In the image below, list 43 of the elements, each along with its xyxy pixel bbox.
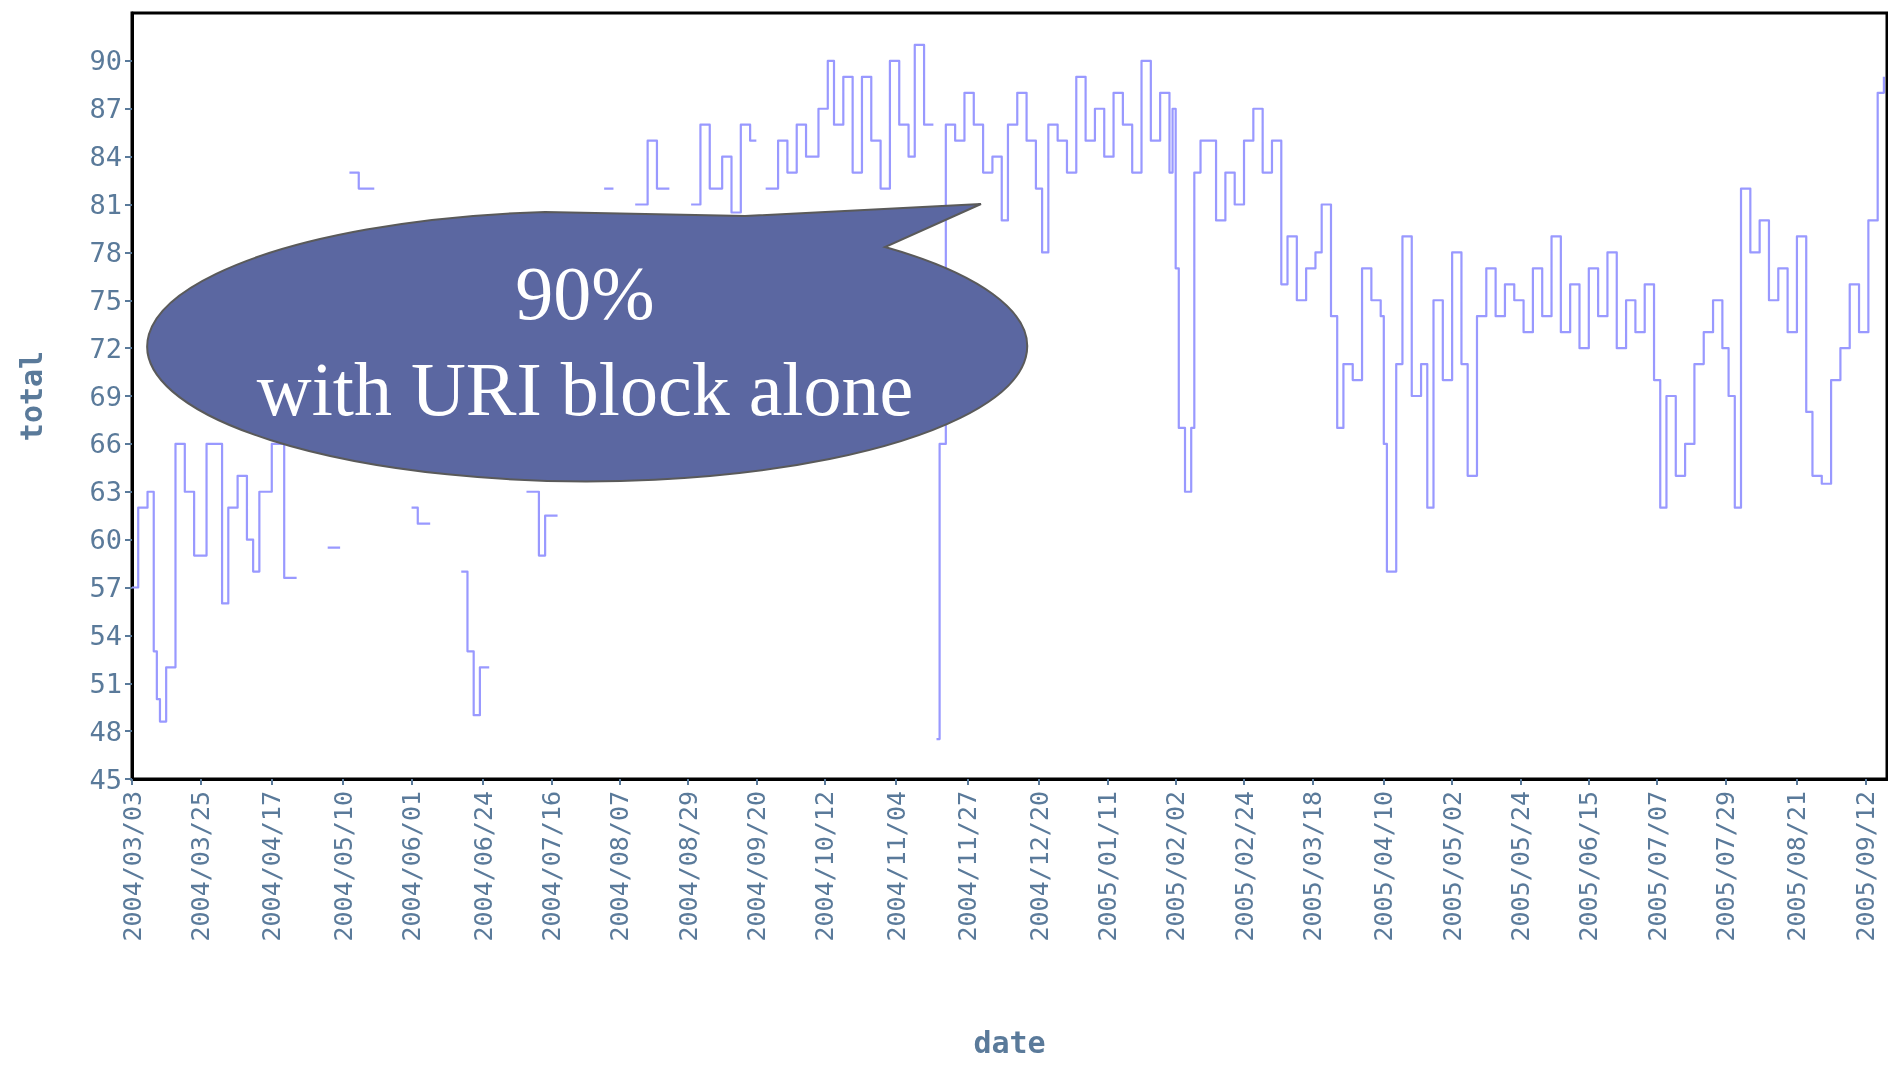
y-tick-label: 63 (89, 476, 122, 508)
y-tick-label: 48 (89, 715, 122, 747)
x-tick-label: 2005/07/07 (1642, 791, 1672, 942)
x-tick-label: 2005/02/02 (1161, 791, 1191, 942)
x-tick-label: 2004/10/12 (810, 791, 840, 942)
y-tick-label: 90 (89, 45, 122, 77)
y-tick-label: 87 (89, 93, 122, 125)
x-tick-label: 2005/09/12 (1850, 791, 1880, 942)
x-tick-label: 2004/09/20 (741, 791, 771, 942)
x-tick-label: 2005/08/21 (1782, 791, 1812, 942)
x-tick-label: 2004/05/10 (328, 791, 358, 942)
y-tick-label: 57 (89, 572, 122, 603)
x-tick-label: 2004/06/24 (468, 791, 498, 942)
x-tick-label: 2004/11/04 (881, 791, 911, 942)
x-tick-label: 2004/06/01 (397, 791, 427, 942)
x-tick-label: 2004/12/20 (1024, 791, 1054, 942)
y-axis-title: total (13, 350, 49, 442)
y-tick-label: 66 (89, 428, 122, 460)
y-tick-label: 81 (89, 189, 122, 220)
y-tick-label: 60 (89, 524, 122, 556)
x-tick-label: 2005/05/24 (1505, 791, 1535, 942)
x-tick-label: 2005/07/29 (1710, 791, 1740, 942)
x-tick-label: 2005/03/18 (1297, 791, 1327, 942)
x-tick-label: 2005/06/15 (1574, 791, 1604, 942)
y-tick-label: 72 (89, 332, 122, 364)
y-tick-label: 75 (89, 284, 122, 316)
y-tick-label: 69 (89, 380, 122, 412)
x-tick-label: 2004/08/07 (605, 791, 635, 942)
x-tick-label: 2005/04/10 (1369, 791, 1399, 942)
y-tick-label: 51 (89, 667, 122, 699)
y-tick-label: 54 (89, 619, 122, 651)
annotation: 90% with URI block alone (255, 250, 915, 433)
x-tick-label: 2004/11/27 (953, 791, 983, 942)
x-tick-label: 2004/08/29 (673, 791, 703, 942)
x-tick-label: 2005/02/24 (1229, 791, 1259, 942)
y-tick-label: 78 (89, 236, 122, 268)
x-tick-label: 2005/05/02 (1437, 791, 1467, 942)
x-tick-label: 2004/07/16 (536, 791, 566, 942)
x-tick-label: 2004/03/25 (185, 791, 215, 942)
x-axis-title: date (973, 1024, 1046, 1060)
x-tick-label: 2005/01/11 (1092, 791, 1122, 942)
y-tick-label: 84 (89, 141, 122, 173)
x-tick-label: 2004/04/17 (257, 791, 287, 942)
